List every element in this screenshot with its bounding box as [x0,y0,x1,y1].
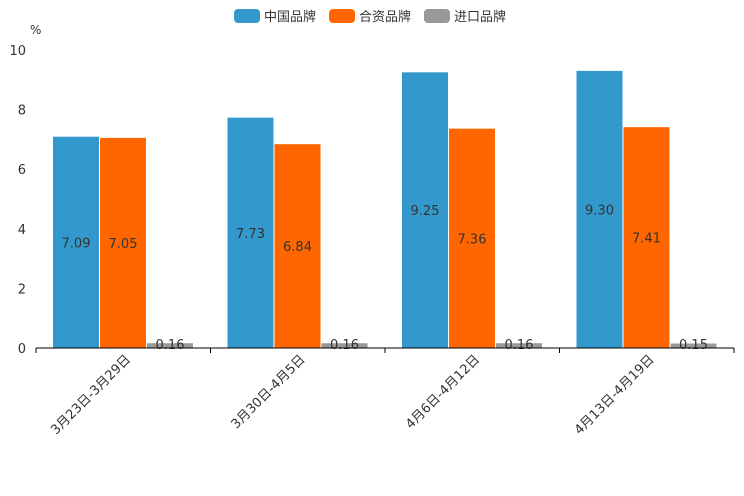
y-tick-label: 0 [18,342,26,357]
x-tick-label: 3月30日-4月5日 [229,352,309,432]
data-label-1-3: 9.25 [411,204,440,219]
legend-swatch-2 [329,9,355,23]
data-label-3-4: 0.15 [679,338,708,353]
x-axis: 3月23日-3月29日 3月30日-4月5日 4月6日-4月12日 4月13日-4月1… [35,348,735,438]
data-label-2-1: 7.05 [109,237,138,252]
bar-2-4 [623,127,670,348]
bar-2-2 [274,144,321,348]
bar-2-3 [449,128,495,348]
data-label-2-4: 7.41 [632,232,661,247]
bar-3-1 [147,343,193,348]
y-tick-label: 10 [9,44,26,59]
bar-3-2 [321,343,368,348]
data-label-2-2: 6.84 [283,240,312,255]
bar-1-2 [227,117,274,348]
data-label-1-2: 7.73 [236,227,265,242]
data-label-3-1: 0.16 [156,338,185,353]
y-axis-unit: % [30,23,41,37]
legend-label-3[interactable]: 进口品牌 [454,9,506,25]
bar-2-1 [100,137,146,348]
legend-label-1[interactable]: 中国品牌 [264,9,316,25]
x-tick-label: 3月23日-3月29日 [48,352,134,438]
bar-1-3 [402,72,448,348]
data-label-1-4: 9.30 [585,203,614,218]
y-tick-label: 8 [18,104,26,119]
y-tick-label: 2 [18,282,26,297]
data-label-3-3: 0.16 [505,338,534,353]
y-tick-label: 4 [18,223,26,238]
bar-3-4 [670,343,717,348]
data-label-3-2: 0.16 [330,338,359,353]
bar-3-3 [496,343,542,348]
legend-swatch-3 [424,9,450,23]
bar-1-4 [576,70,623,349]
y-tick-label: 6 [18,163,26,178]
legend-label-2[interactable]: 合资品牌 [359,9,411,25]
data-labels: 7.09 7.05 0.16 7.73 6.84 0.16 9.25 7.36 0.16 9.30… [62,203,708,353]
data-label-2-3: 7.36 [458,232,487,247]
x-tick-label: 4月13日-4月19日 [572,352,658,438]
bar-1-1 [53,136,99,348]
legend-swatch-1 [234,9,260,23]
y-axis: 0 2 4 6 8 10 [9,44,26,357]
legend: 中国品牌 合资品牌 进口品牌 [234,9,506,25]
x-tick-label: 4月6日-4月12日 [403,352,483,432]
bars [53,70,717,349]
data-label-1-1: 7.09 [62,236,91,251]
